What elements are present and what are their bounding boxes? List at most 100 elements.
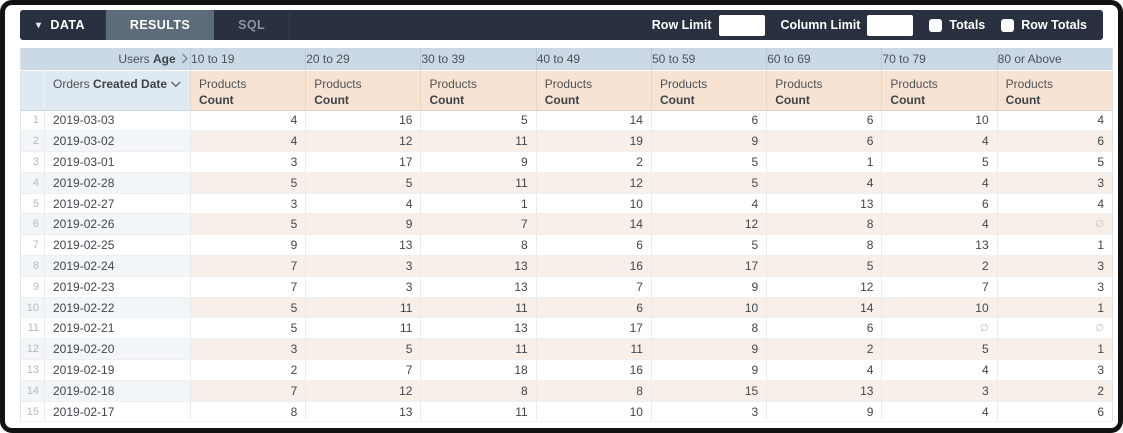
value-cell[interactable]: 3 <box>996 255 1113 277</box>
value-cell[interactable]: 16 <box>535 255 652 277</box>
date-cell[interactable]: 2019-03-01 <box>43 151 191 173</box>
value-cell[interactable]: 17 <box>650 255 767 277</box>
date-cell[interactable]: 2019-02-26 <box>43 213 191 236</box>
value-cell[interactable]: 11 <box>535 338 652 361</box>
value-cell[interactable]: 7 <box>305 359 421 381</box>
null-value-cell[interactable]: ∅ <box>996 213 1113 236</box>
value-cell[interactable]: 11 <box>420 297 537 319</box>
pivot-expand-icon[interactable] <box>179 53 190 64</box>
value-cell[interactable]: 9 <box>420 151 537 173</box>
value-cell[interactable]: 13 <box>305 234 421 257</box>
value-cell[interactable]: 3 <box>996 276 1113 298</box>
value-cell[interactable]: 4 <box>881 172 998 194</box>
value-cell[interactable]: 12 <box>305 380 421 402</box>
value-cell[interactable]: 8 <box>766 213 882 236</box>
value-cell[interactable]: 5 <box>305 172 421 194</box>
value-cell[interactable]: 8 <box>650 317 767 340</box>
value-cell[interactable]: 7 <box>190 276 306 298</box>
value-cell[interactable]: 2 <box>996 380 1113 402</box>
value-cell[interactable]: 6 <box>881 193 998 215</box>
measure-header[interactable]: Products Count <box>996 70 1113 111</box>
null-value-cell[interactable]: ∅ <box>996 317 1113 340</box>
value-cell[interactable]: 3 <box>650 401 767 423</box>
value-cell[interactable]: 3 <box>996 359 1113 381</box>
date-cell[interactable]: 2019-02-17 <box>43 401 191 423</box>
date-cell[interactable]: 2019-02-19 <box>43 359 191 381</box>
value-cell[interactable]: 11 <box>420 401 537 423</box>
value-cell[interactable]: 13 <box>420 255 537 277</box>
value-cell[interactable]: 4 <box>650 193 767 215</box>
value-cell[interactable]: 5 <box>881 338 998 361</box>
value-cell[interactable]: 5 <box>996 151 1113 173</box>
value-cell[interactable]: 5 <box>190 213 306 236</box>
value-cell[interactable]: 7 <box>535 276 652 298</box>
value-cell[interactable]: 16 <box>535 359 652 381</box>
value-cell[interactable]: 13 <box>766 380 882 402</box>
value-cell[interactable]: 1 <box>996 234 1113 257</box>
value-cell[interactable]: 6 <box>996 130 1113 153</box>
tab-sql[interactable]: SQL <box>214 10 291 40</box>
value-cell[interactable]: 9 <box>190 234 306 257</box>
date-cell[interactable]: 2019-02-18 <box>43 380 191 402</box>
value-cell[interactable]: 4 <box>881 213 998 236</box>
date-cell[interactable]: 2019-02-23 <box>43 276 191 298</box>
value-cell[interactable]: 12 <box>650 213 767 236</box>
value-cell[interactable]: 5 <box>766 255 882 277</box>
value-cell[interactable]: 9 <box>650 276 767 298</box>
value-cell[interactable]: 13 <box>420 317 537 340</box>
value-cell[interactable]: 7 <box>881 276 998 298</box>
value-cell[interactable]: 8 <box>420 380 537 402</box>
value-cell[interactable]: 13 <box>305 401 421 423</box>
value-cell[interactable]: 6 <box>766 130 882 153</box>
value-cell[interactable]: 12 <box>535 172 652 194</box>
value-cell[interactable]: 5 <box>881 151 998 173</box>
value-cell[interactable]: 15 <box>650 380 767 402</box>
pivot-column-header[interactable]: 50 to 59 <box>650 48 767 71</box>
value-cell[interactable]: 5 <box>305 338 421 361</box>
value-cell[interactable]: 1 <box>996 338 1113 361</box>
value-cell[interactable]: 3 <box>881 380 998 402</box>
value-cell[interactable]: 17 <box>535 317 652 340</box>
value-cell[interactable]: 6 <box>535 234 652 257</box>
value-cell[interactable]: 5 <box>650 234 767 257</box>
value-cell[interactable]: 8 <box>420 234 537 257</box>
value-cell[interactable]: 11 <box>305 297 421 319</box>
value-cell[interactable]: 8 <box>190 401 306 423</box>
value-cell[interactable]: 3 <box>190 338 306 361</box>
value-cell[interactable]: 1 <box>766 151 882 173</box>
pivot-column-header[interactable]: 30 to 39 <box>420 48 537 71</box>
value-cell[interactable]: 9 <box>650 359 767 381</box>
date-cell[interactable]: 2019-02-24 <box>43 255 191 277</box>
date-cell[interactable]: 2019-02-21 <box>43 317 191 340</box>
value-cell[interactable]: 6 <box>766 110 882 132</box>
value-cell[interactable]: 4 <box>881 401 998 423</box>
value-cell[interactable]: 14 <box>766 297 882 319</box>
value-cell[interactable]: 18 <box>420 359 537 381</box>
value-cell[interactable]: 2 <box>766 338 882 361</box>
value-cell[interactable]: 4 <box>881 359 998 381</box>
date-cell[interactable]: 2019-02-20 <box>43 338 191 361</box>
value-cell[interactable]: 10 <box>881 297 998 319</box>
pivot-dimension-header[interactable]: Users Age <box>20 48 191 71</box>
value-cell[interactable]: 6 <box>535 297 652 319</box>
date-cell[interactable]: 2019-03-02 <box>43 130 191 153</box>
measure-header[interactable]: Products Count <box>881 70 998 111</box>
tab-results[interactable]: RESULTS <box>105 10 215 40</box>
value-cell[interactable]: 5 <box>190 297 306 319</box>
value-cell[interactable]: 4 <box>996 110 1113 132</box>
date-cell[interactable]: 2019-02-25 <box>43 234 191 257</box>
pivot-column-header[interactable]: 80 or Above <box>996 48 1113 71</box>
value-cell[interactable]: 12 <box>305 130 421 153</box>
row-dimension-header[interactable]: Orders Created Date <box>43 70 191 111</box>
value-cell[interactable]: 4 <box>996 193 1113 215</box>
date-cell[interactable]: 2019-02-28 <box>43 172 191 194</box>
value-cell[interactable]: 1 <box>420 193 537 215</box>
null-value-cell[interactable]: ∅ <box>881 317 998 340</box>
value-cell[interactable]: 2 <box>535 151 652 173</box>
value-cell[interactable]: 14 <box>535 110 652 132</box>
value-cell[interactable]: 9 <box>305 213 421 236</box>
value-cell[interactable]: 11 <box>305 317 421 340</box>
value-cell[interactable]: 5 <box>420 110 537 132</box>
pivot-column-header[interactable]: 70 to 79 <box>881 48 998 71</box>
measure-header[interactable]: Products Count <box>305 70 421 111</box>
